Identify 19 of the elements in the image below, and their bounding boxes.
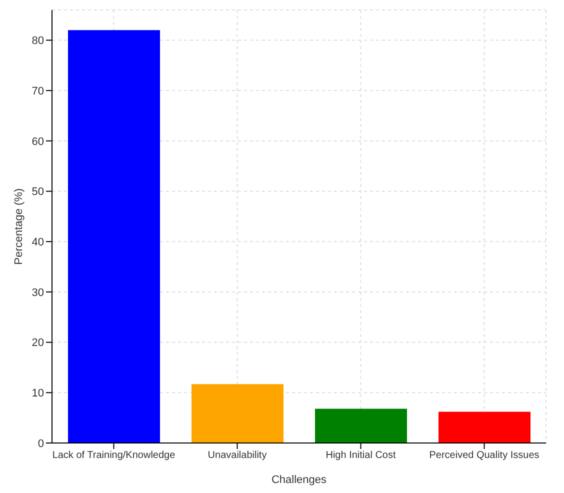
x-axis-title: Challenges: [271, 474, 328, 486]
bar: [315, 408, 407, 443]
bar: [68, 30, 160, 443]
bar: [438, 412, 530, 443]
y-tick-label: 10: [32, 388, 44, 400]
x-tick-label: Unavailability: [208, 450, 267, 462]
bar: [192, 384, 284, 443]
y-tick-label: 0: [38, 438, 44, 450]
y-tick-label: 30: [32, 286, 44, 299]
y-tick-label: 20: [32, 337, 44, 350]
y-tick-label: 50: [32, 186, 44, 198]
x-tick-label: High Initial Cost: [326, 450, 396, 462]
x-tick-label: Perceived Quality Issues: [429, 450, 540, 462]
y-tick-label: 60: [32, 136, 44, 148]
y-tick-label: 80: [32, 35, 44, 48]
y-tick-label: 40: [32, 236, 44, 249]
y-axis-title: Percentage (%): [12, 188, 25, 265]
x-tick-label: Lack of Training/Knowledge: [52, 450, 176, 462]
y-tick-label: 70: [32, 85, 44, 98]
